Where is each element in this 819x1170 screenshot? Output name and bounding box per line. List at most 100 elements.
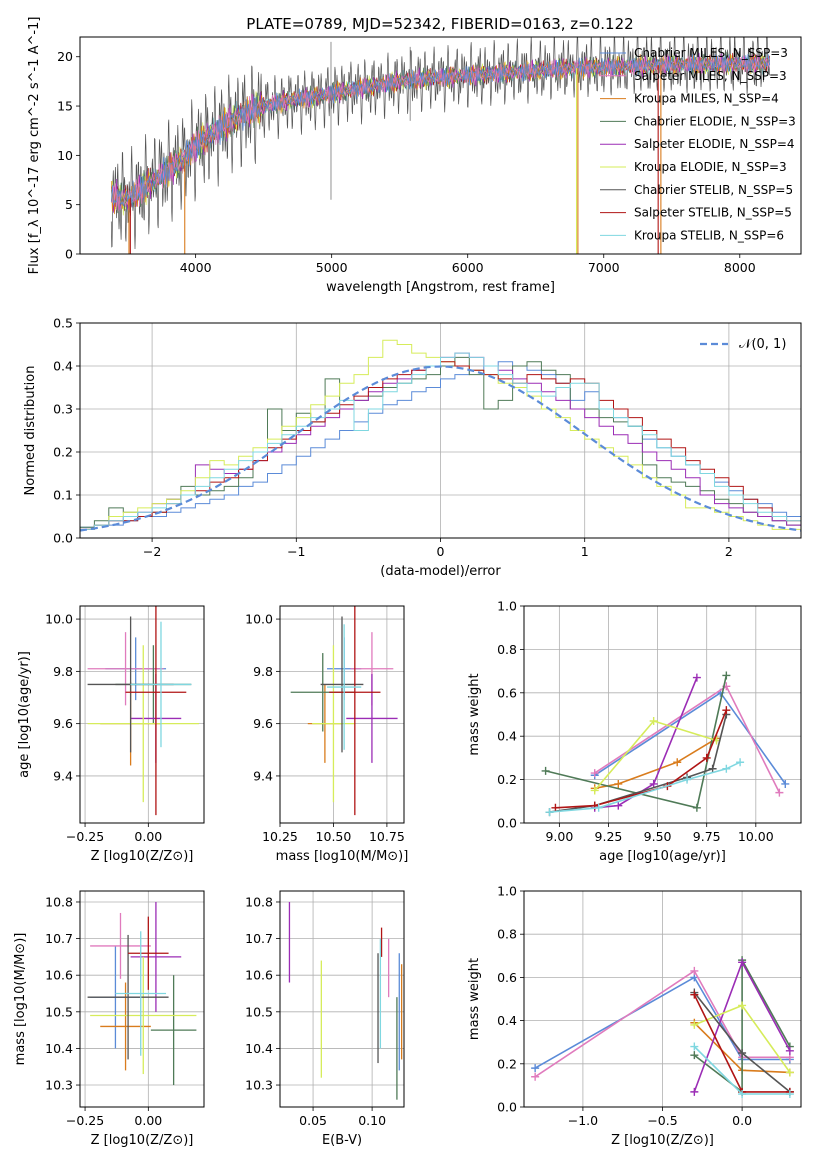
x-tick-label: 1	[581, 544, 589, 559]
legend-entry-chabrier-miles: Chabrier MILES, N_SSP=3	[634, 46, 788, 60]
weight-marker-kroupa-stelib	[785, 1090, 794, 1099]
y-tick-label: 15	[57, 99, 73, 114]
histogram-kroupa-elodie	[80, 339, 801, 530]
y-tick-label: 0.3	[53, 402, 73, 417]
spectrum-line-chabrier-miles	[110, 54, 771, 213]
spectrum-line-salpeter-miles	[111, 53, 771, 212]
legend-entry-kroupa-stelib: Kroupa STELIB, N_SSP=6	[634, 228, 784, 242]
weight-marker-chabrier-elodie	[722, 671, 731, 680]
y-tick-label: 9.8	[53, 664, 73, 679]
x-axis-label: Z [log10(Z/Z⊙)]	[91, 849, 194, 864]
weight-marker-chabrier-stelib	[708, 764, 717, 773]
y-tick-label: 10	[57, 148, 73, 163]
spectrum-lines	[110, 37, 771, 254]
spectrum-legend: Chabrier MILES, N_SSP=3 Salpeter MILES, N…	[600, 46, 796, 242]
y-tick-label: 0.5	[53, 316, 73, 331]
x-axis-label: Z [log10(Z/Z⊙)]	[91, 1133, 194, 1148]
x-tick-label: 0.0	[732, 1113, 752, 1128]
plot-frame	[79, 890, 205, 1108]
y-tick-label: 1.0	[497, 884, 517, 899]
weight-marker-salpeter-stelib	[690, 990, 699, 999]
y-tick-label: 0.8	[497, 927, 517, 942]
y-tick-label: 10.3	[45, 1078, 73, 1093]
y-axis-label: Normed distribution	[23, 366, 38, 496]
weight-marker-salpeter-elodie	[692, 673, 701, 682]
chart-weight-vs-Z: −1.0 −0.5 0.0 0.0 0.2 0.4 0.6 0.8 1.0 Z [log10(Z/…	[467, 884, 802, 1148]
x-tick-label: −0.5	[647, 1113, 677, 1128]
weight-line-chabrier-miles	[534, 976, 790, 1069]
weight-marker-chabrier-miles	[781, 779, 790, 788]
x-axis-label: wavelength [Angstrom, rest frame]	[326, 280, 555, 295]
weight-marker-kroupa-stelib	[722, 764, 731, 773]
weight-marker-kroupa-miles	[673, 758, 682, 767]
legend-entry-salpeter-stelib: Salpeter STELIB, N_SSP=5	[634, 206, 792, 220]
y-axis-label: mass weight	[467, 673, 482, 755]
x-axis-label: E(B-V)	[322, 1133, 362, 1148]
plot-frame	[523, 890, 802, 1108]
y-tick-label: 10.8	[45, 894, 73, 909]
weight-marker-chabrier-stelib	[738, 1049, 747, 1057]
y-axis-label: age [log10(age/yr)]	[17, 651, 32, 778]
weight-line-chabrier-elodie	[693, 959, 791, 1094]
x-tick-label: 2	[725, 544, 733, 559]
x-tick-label: −1.0	[568, 1113, 598, 1128]
x-tick-label: 4000	[180, 260, 212, 275]
y-tick-label: 10.4	[245, 1041, 273, 1056]
weight-marker-kroupa-stelib	[683, 775, 692, 784]
y-tick-label: 0.0	[53, 531, 73, 546]
chart-weight-vs-age: 9.00 9.25 9.50 9.75 10.00 0.0 0.2 0.4 0.6 0.8 1.0 a…	[467, 599, 802, 864]
y-tick-label: 10.8	[245, 894, 273, 909]
legend-entry-normal: 𝒩(0, 1)	[739, 337, 786, 352]
weight-marker-chabrier-elodie	[692, 803, 701, 812]
y-tick-label: 9.4	[253, 768, 273, 783]
x-tick-label: 9.50	[644, 829, 672, 844]
y-axis-label: Flux [f_λ 10^-17 erg cm^-2 s^-1 A^-1]	[27, 17, 42, 275]
weight-marker-salpeter-elodie	[614, 801, 623, 810]
y-tick-label: 0.0	[497, 1100, 517, 1115]
plot-frame	[79, 322, 802, 539]
chart-spectrum: 4000 5000 6000 7000 8000 0 5 10 15 20 wavelength […	[27, 17, 802, 295]
errorbars	[290, 606, 398, 816]
weight-marker-kroupa-elodie	[649, 717, 658, 726]
x-tick-label: 10.00	[738, 829, 774, 844]
weight-marker-kroupa-miles	[614, 779, 623, 788]
x-tick-label: 9.00	[545, 829, 573, 844]
y-tick-label: 0.2	[497, 1056, 517, 1071]
figure-title: PLATE=0789, MJD=52342, FIBERID=0163, z=0…	[246, 15, 633, 33]
x-tick-label: 9.25	[595, 829, 623, 844]
x-tick-label: 0.05	[299, 1113, 327, 1128]
y-tick-label: 10.6	[245, 968, 273, 983]
errorbars	[87, 606, 199, 816]
y-tick-label: 10.5	[245, 1004, 273, 1019]
plot-frame	[279, 605, 405, 824]
x-tick-label: −2	[143, 544, 161, 559]
y-tick-label: 20	[57, 49, 73, 64]
weight-marker-kroupa-stelib	[690, 1042, 699, 1051]
chart-age-vs-mass: 10.25 10.50 10.75 9.4 9.6 9.8 10.0 mass [log10(…	[245, 605, 408, 864]
x-tick-label: −1	[287, 544, 305, 559]
x-tick-label: 8000	[724, 260, 756, 275]
x-tick-label: −0.25	[66, 829, 104, 844]
weight-marker-kroupa-elodie	[738, 1001, 747, 1010]
y-tick-label: 10.4	[45, 1041, 73, 1056]
legend-entry-chabrier-elodie: Chabrier ELODIE, N_SSP=3	[634, 114, 796, 128]
weight-marker-salpeter-elodie	[738, 958, 747, 967]
y-tick-label: 0.8	[497, 642, 517, 657]
y-tick-label: 0.6	[497, 970, 517, 985]
weight-marker-salpeter-elodie	[785, 1046, 794, 1055]
y-tick-label: 10.6	[45, 968, 73, 983]
x-axis-label: Z [log10(Z/Z⊙)]	[611, 1133, 714, 1148]
x-tick-label: 0	[437, 544, 445, 559]
weight-marker-kroupa-stelib	[738, 1090, 747, 1099]
x-tick-label: 7000	[588, 260, 620, 275]
weight-marker-kroupa-stelib	[736, 758, 745, 767]
y-tick-label: 0.4	[53, 359, 73, 374]
y-tick-label: 5	[65, 197, 73, 212]
legend-entry-kroupa-elodie: Kroupa ELODIE, N_SSP=3	[634, 160, 787, 174]
y-tick-label: 10.0	[45, 612, 73, 627]
chart-age-vs-Z: −0.25 0.00 9.4 9.6 9.8 10.0 Z [log10(Z/Z⊙)] age…	[17, 605, 205, 864]
plot-frame	[279, 890, 405, 1108]
x-tick-label: 6000	[452, 260, 484, 275]
x-tick-label: −0.25	[66, 1113, 104, 1128]
x-axis-label: (data-model)/error	[380, 564, 501, 579]
